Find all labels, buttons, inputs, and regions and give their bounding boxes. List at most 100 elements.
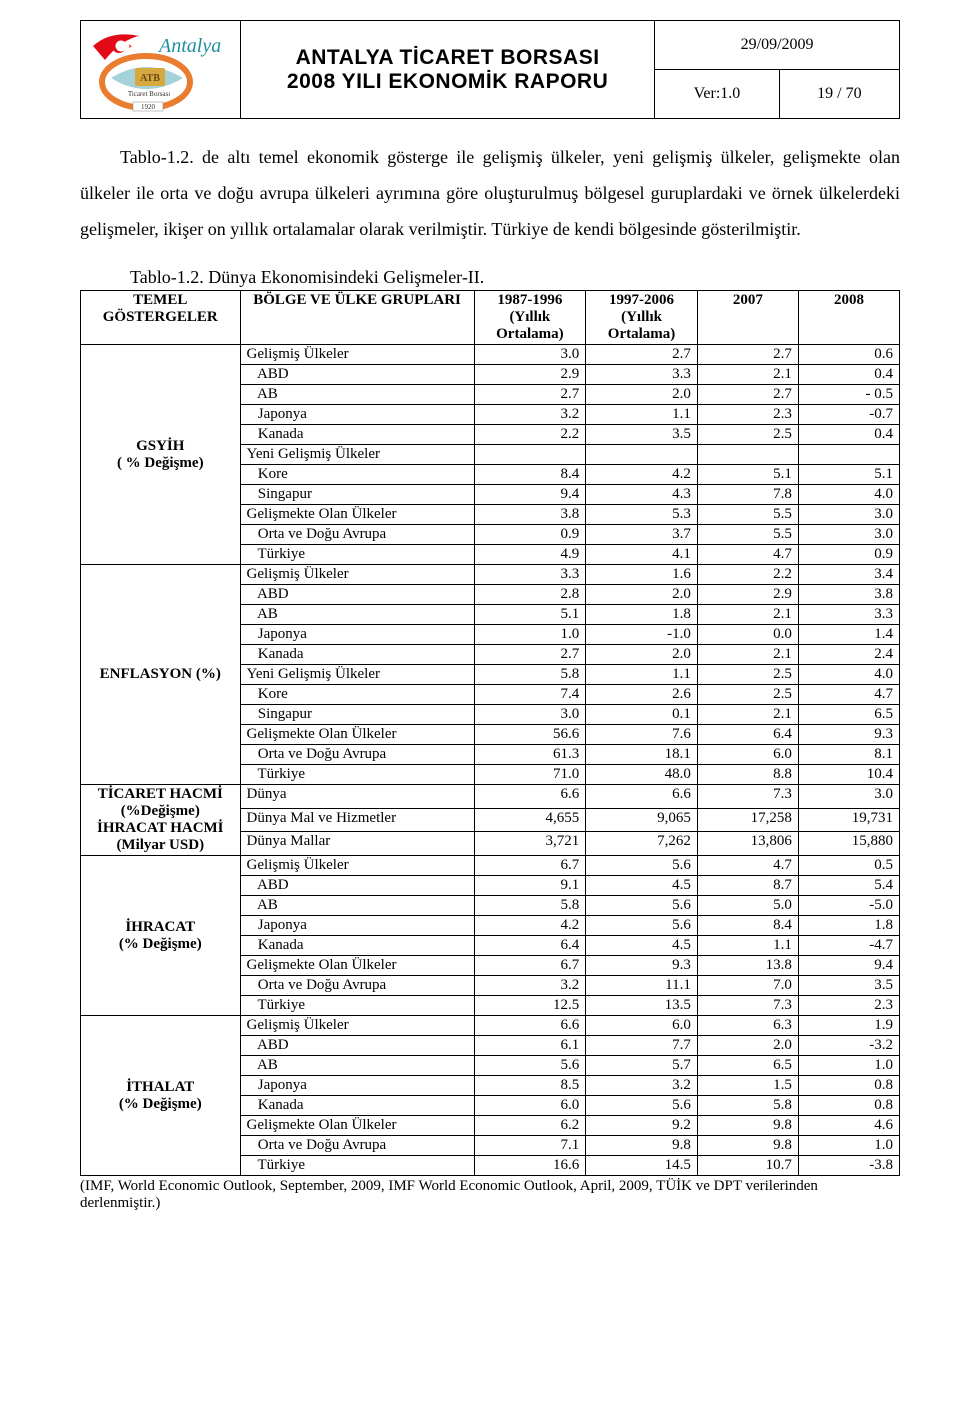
data-cell: 4.0 [798, 485, 899, 505]
data-cell: 1.0 [798, 1136, 899, 1156]
data-cell: 1.0 [474, 625, 586, 645]
section-label: GSYİH ( % Değişme) [81, 345, 241, 565]
data-cell: 3.2 [474, 976, 586, 996]
data-cell: 6.6 [474, 1016, 586, 1036]
row-label: AB [240, 1056, 474, 1076]
svg-text:ATB: ATB [140, 73, 160, 84]
data-cell: 7.1 [474, 1136, 586, 1156]
data-cell: 13,806 [697, 832, 798, 856]
row-label: Yeni Gelişmiş Ülkeler [240, 445, 474, 465]
data-cell: 5.4 [798, 876, 899, 896]
data-cell: 3.2 [474, 405, 586, 425]
section-label: ENFLASYON (%) [81, 565, 241, 785]
data-cell: 6.4 [474, 936, 586, 956]
data-cell: 6.6 [586, 785, 698, 809]
data-cell: 1.6 [586, 565, 698, 585]
data-cell: -5.0 [798, 896, 899, 916]
row-label: Singapur [240, 485, 474, 505]
data-cell: 5.7 [586, 1056, 698, 1076]
row-label: Gelişmiş Ülkeler [240, 1016, 474, 1036]
page-root: Antalya ATB Ticaret Borsası 1920 ANTALYA… [0, 0, 960, 1252]
data-cell: 2.1 [697, 645, 798, 665]
data-cell: 19,731 [798, 808, 899, 832]
data-cell: 5.6 [586, 1096, 698, 1116]
row-label: Gelişmekte Olan Ülkeler [240, 1116, 474, 1136]
row-label: Japonya [240, 625, 474, 645]
date-cell: 29/09/2009 [655, 21, 900, 70]
row-label: Gelişmiş Ülkeler [240, 565, 474, 585]
data-cell: 5.1 [798, 465, 899, 485]
row-label: ABD [240, 585, 474, 605]
row-label: Gelişmekte Olan Ülkeler [240, 505, 474, 525]
data-cell: 6.0 [697, 745, 798, 765]
data-cell: 7.6 [586, 725, 698, 745]
row-label: Gelişmekte Olan Ülkeler [240, 956, 474, 976]
data-cell: 61.3 [474, 745, 586, 765]
data-cell: 1.1 [697, 936, 798, 956]
data-cell: 1.8 [586, 605, 698, 625]
footnote: (IMF, World Economic Outlook, September,… [80, 1178, 900, 1212]
data-cell: 2.9 [474, 365, 586, 385]
data-cell: 48.0 [586, 765, 698, 785]
data-cell: 3.8 [798, 585, 899, 605]
data-cell: 2.7 [474, 645, 586, 665]
data-cell: 3.0 [798, 525, 899, 545]
data-cell: 1.5 [697, 1076, 798, 1096]
row-label: Orta ve Doğu Avrupa [240, 1136, 474, 1156]
data-cell: 9.4 [798, 956, 899, 976]
row-label: Kanada [240, 425, 474, 445]
data-cell: 8.5 [474, 1076, 586, 1096]
data-cell: 0.8 [798, 1096, 899, 1116]
data-table: TEMEL GÖSTERGELER BÖLGE VE ÜLKE GRUPLARI… [80, 290, 900, 1176]
data-cell: 5.3 [586, 505, 698, 525]
data-cell: 6.4 [697, 725, 798, 745]
row-label: Orta ve Doğu Avrupa [240, 525, 474, 545]
data-cell: 4,655 [474, 808, 586, 832]
data-cell: 2.0 [586, 385, 698, 405]
data-cell: 5.8 [474, 896, 586, 916]
data-cell: 3.4 [798, 565, 899, 585]
row-label: Japonya [240, 916, 474, 936]
row-label: Kanada [240, 645, 474, 665]
section-label: İTHALAT (% Değişme) [81, 1016, 241, 1176]
data-cell: 3.5 [798, 976, 899, 996]
data-cell: 2.7 [697, 345, 798, 365]
data-cell: 0.1 [586, 705, 698, 725]
row-label: Kanada [240, 1096, 474, 1116]
data-cell: 9.3 [798, 725, 899, 745]
data-cell: 4.0 [798, 665, 899, 685]
data-cell: -1.0 [586, 625, 698, 645]
data-cell: 1.0 [798, 1056, 899, 1076]
data-cell: 2.7 [474, 385, 586, 405]
data-cell: 7.8 [697, 485, 798, 505]
row-label: Orta ve Doğu Avrupa [240, 976, 474, 996]
table-row: İTHALAT (% Değişme)Gelişmiş Ülkeler6.66.… [81, 1016, 900, 1036]
data-cell: 8.8 [697, 765, 798, 785]
data-cell: 12.5 [474, 996, 586, 1016]
data-cell: 9.8 [697, 1136, 798, 1156]
table-caption: Tablo-1.2. Dünya Ekonomisindeki Gelişmel… [80, 267, 900, 288]
data-cell: 3.3 [474, 565, 586, 585]
data-cell: 10.4 [798, 765, 899, 785]
logo: Antalya ATB Ticaret Borsası 1920 [91, 26, 231, 114]
data-cell: 14.5 [586, 1156, 698, 1176]
data-cell: 3.3 [586, 365, 698, 385]
row-label: Gelişmiş Ülkeler [240, 345, 474, 365]
data-cell: 0.9 [798, 545, 899, 565]
row-label: Türkiye [240, 1156, 474, 1176]
table-body: GSYİH ( % Değişme)Gelişmiş Ülkeler3.02.7… [81, 345, 900, 1176]
data-cell: 6.7 [474, 956, 586, 976]
data-cell: 2.3 [697, 405, 798, 425]
data-cell: 0.4 [798, 425, 899, 445]
svg-text:Ticaret Borsası: Ticaret Borsası [127, 90, 169, 98]
data-cell: 1.4 [798, 625, 899, 645]
data-cell: 3,721 [474, 832, 586, 856]
data-cell: 6.5 [697, 1056, 798, 1076]
th-1987: 1987-1996 (Yıllık Ortalama) [474, 291, 586, 345]
row-label: AB [240, 896, 474, 916]
data-cell: 4.7 [798, 685, 899, 705]
data-cell: 7.4 [474, 685, 586, 705]
data-cell: 5.8 [474, 665, 586, 685]
data-cell: 3.7 [586, 525, 698, 545]
data-cell: 2.0 [586, 645, 698, 665]
